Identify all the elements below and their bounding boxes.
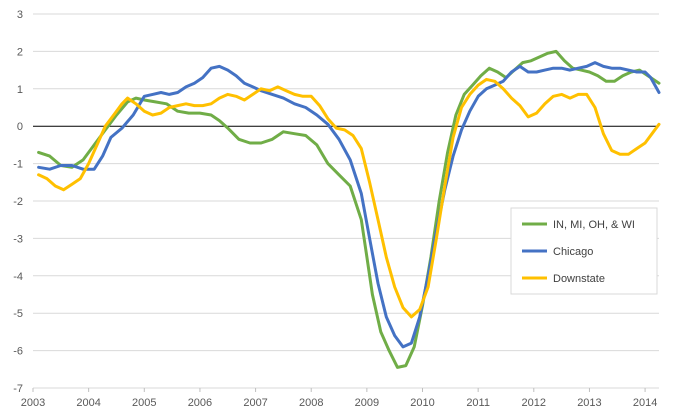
y-tick-label: -2 [13,196,23,208]
x-tick-label: 2012 [522,397,546,409]
x-tick-label: 2003 [21,397,45,409]
legend-label: IN, MI, OH, & WI [553,219,635,231]
gridlines [33,13,659,389]
series-line-2 [37,77,661,319]
y-tick-label: -3 [13,233,23,245]
legend: IN, MI, OH, & WI Chicago Downstate [510,207,658,295]
x-tick-label: 2006 [188,397,212,409]
legend-label: Chicago [553,246,593,258]
y-tick-label: -5 [13,308,23,320]
x-tick-label: 2005 [132,397,156,409]
x-tick-label: 2013 [577,397,601,409]
y-tick-label: 1 [17,84,23,96]
x-axis-ticks: 2003 2004 2005 2006 2007 2008 2009 2010 2011 2012… [21,388,657,409]
x-tick-label: 2009 [355,397,379,409]
y-tick-label: 2 [17,46,23,58]
y-tick-label: -1 [13,159,23,171]
y-tick-label: -6 [13,346,23,358]
x-tick-label: 2008 [299,397,323,409]
x-tick-label: 2007 [243,397,267,409]
series-line-1 [37,61,661,349]
y-tick-label: -4 [13,271,23,283]
series-lines [37,49,661,369]
legend-label: Downstate [553,273,605,285]
x-tick-label: 2014 [633,397,657,409]
y-tick-label: 3 [17,9,23,21]
x-tick-label: 2004 [76,397,100,409]
y-tick-label: 0 [17,121,23,133]
y-tick-label: -7 [13,383,23,395]
x-tick-label: 2011 [466,397,490,409]
y-axis-ticks: -7 -6 -5 -4 -3 -2 -1 0 1 2 3 [13,9,23,395]
series-line-0 [37,49,661,369]
x-tick-label: 2010 [410,397,434,409]
